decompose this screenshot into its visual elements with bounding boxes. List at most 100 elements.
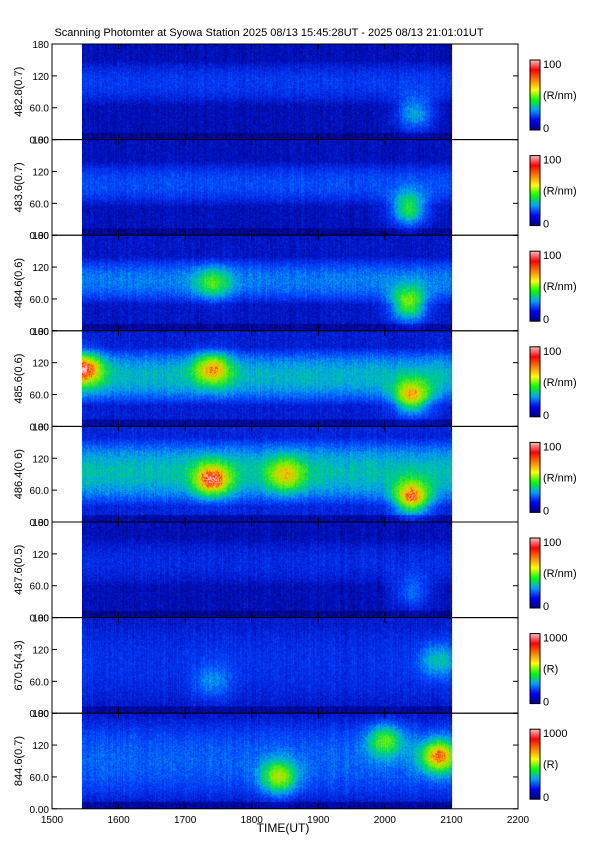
y-axis-label: 484.6(0.6): [13, 258, 25, 308]
y-tick-label: 60.0: [30, 104, 50, 115]
panel-7: 0.00 60.0 120 180 670.5(4.3) 1000 (R) 0: [13, 614, 567, 721]
colorbar-min-label: 0: [543, 505, 549, 517]
colorbar-unit-label: (R/nm): [543, 281, 577, 293]
y-tick-label: 120: [32, 645, 49, 656]
x-tick-label: 1900: [307, 815, 330, 826]
colorbar-max-label: 1000: [543, 633, 567, 645]
y-tick-label: 120: [32, 72, 49, 83]
y-tick-label: 0.00: [30, 614, 50, 625]
x-axis-label: TIME(UT): [257, 821, 310, 835]
y-tick-label: 120: [32, 263, 49, 274]
colorbar-min-label: 0: [543, 123, 549, 135]
panel-3: 0.00 60.0 120 180 484.6(0.6) 100 (R/nm) 0: [13, 231, 577, 338]
y-tick-label: 180: [32, 327, 49, 338]
heatmap-image: [81, 139, 453, 236]
panel-1: 0.00 60.0 120 180 482.8(0.7) 100 (R/nm) 0: [13, 40, 577, 147]
y-tick-label: 60.0: [30, 582, 50, 593]
panel-6: 0.00 60.0 120 180 487.6(0.5) 100 (R/nm) 0: [13, 518, 577, 625]
heatmap-image: [81, 713, 453, 809]
y-tick-label: 0.00: [30, 805, 50, 816]
y-tick-label: 0.00: [30, 422, 50, 433]
colorbar-min-label: 0: [543, 601, 549, 613]
panel-2: 0.00 60.0 120 180 483.6(0.7) 100 (R/nm) 0: [13, 136, 577, 243]
heatmap-image: [81, 44, 453, 140]
colorbar-min-label: 0: [543, 792, 549, 804]
y-tick-label: 120: [32, 741, 49, 752]
y-tick-label: 120: [32, 550, 49, 561]
y-tick-label: 0.00: [30, 231, 50, 242]
colorbar: [529, 441, 541, 513]
x-tick-label: 2200: [507, 815, 530, 826]
y-tick-label: 180: [32, 422, 49, 433]
y-axis-label: 483.6(0.7): [13, 162, 25, 212]
y-tick-label: 0.00: [30, 136, 50, 147]
x-axis: 1500 1600 1700 1800 1900 2000 2100 2200: [41, 815, 530, 826]
colorbar-unit-label: (R/nm): [543, 186, 577, 198]
colorbar: [529, 346, 541, 418]
heatmap-image: [81, 235, 453, 331]
y-tick-label: 120: [32, 167, 49, 178]
colorbar-max-label: 100: [543, 250, 561, 262]
colorbar-unit-label: (R/nm): [543, 377, 577, 389]
y-tick-label: 0.00: [30, 327, 50, 338]
colorbar: [529, 728, 541, 800]
y-tick-label: 60.0: [30, 295, 50, 306]
y-tick-label: 60.0: [30, 773, 50, 784]
y-tick-label: 180: [32, 231, 49, 242]
y-tick-label: 180: [32, 709, 49, 720]
y-tick-label: 0.00: [30, 518, 50, 529]
colorbar-min-label: 0: [543, 697, 549, 709]
colorbar-unit-label: (R/nm): [543, 90, 577, 102]
heatmap-image: [81, 426, 453, 522]
y-tick-label: 60.0: [30, 677, 50, 688]
panel-5: 0.00 60.0 120 180 486.4(0.6) 100 (R/nm) 0: [13, 422, 577, 529]
y-tick-label: 60.0: [30, 486, 50, 497]
colorbar: [529, 250, 541, 322]
panel-8: 0.00 60.0 120 180 844.6(0.7) 1000 (R) 0: [13, 709, 567, 816]
y-tick-label: 0.00: [30, 709, 50, 720]
y-tick-label: 180: [32, 136, 49, 147]
heatmap-image: [81, 617, 453, 714]
y-tick-label: 180: [32, 40, 49, 51]
y-axis-label: 485.6(0.6): [13, 354, 25, 404]
y-tick-label: 180: [32, 614, 49, 625]
colorbar: [529, 59, 541, 131]
colorbar-max-label: 100: [543, 537, 561, 549]
colorbar-unit-label: (R/nm): [543, 472, 577, 484]
x-tick-label: 2100: [440, 815, 463, 826]
y-axis-label: 487.6(0.5): [13, 545, 25, 595]
x-tick-label: 2000: [374, 815, 397, 826]
y-tick-label: 60.0: [30, 391, 50, 402]
y-tick-label: 120: [32, 454, 49, 465]
colorbar-max-label: 100: [543, 59, 561, 71]
colorbar: [529, 537, 541, 609]
x-tick-label: 1700: [174, 815, 197, 826]
colorbar-min-label: 0: [543, 410, 549, 422]
y-axis-label: 844.6(0.7): [13, 736, 25, 786]
colorbar-min-label: 0: [543, 314, 549, 326]
y-axis-label: 486.4(0.6): [13, 449, 25, 499]
panels: 0.00 60.0 120 180 482.8(0.7) 100 (R/nm) 0 0.00 60…: [13, 40, 577, 816]
heatmap-image: [81, 522, 453, 618]
colorbar-unit-label: (R): [543, 664, 558, 676]
y-axis-label: 482.8(0.7): [13, 67, 25, 117]
colorbar-max-label: 100: [543, 441, 561, 453]
x-tick-label: 1600: [107, 815, 130, 826]
x-tick-label: 1500: [41, 815, 64, 826]
y-tick-label: 120: [32, 359, 49, 370]
colorbar-min-label: 0: [543, 219, 549, 231]
panel-4: 0.00 60.0 120 180 485.6(0.6) 100 (R/nm) 0: [13, 327, 577, 434]
colorbar-max-label: 100: [543, 346, 561, 358]
heatmap-image: [81, 330, 453, 427]
colorbar-max-label: 1000: [543, 728, 567, 740]
x-tick-label: 1800: [241, 815, 264, 826]
colorbar-unit-label: (R/nm): [543, 568, 577, 580]
chart-title: Scanning Photomter at Syowa Station 2025…: [54, 27, 483, 39]
colorbar-max-label: 100: [543, 155, 561, 167]
colorbar-unit-label: (R): [543, 759, 558, 771]
y-tick-label: 60.0: [30, 199, 50, 210]
panel-frame: [51, 712, 519, 810]
y-tick-label: 180: [32, 518, 49, 529]
colorbar: [529, 155, 541, 227]
